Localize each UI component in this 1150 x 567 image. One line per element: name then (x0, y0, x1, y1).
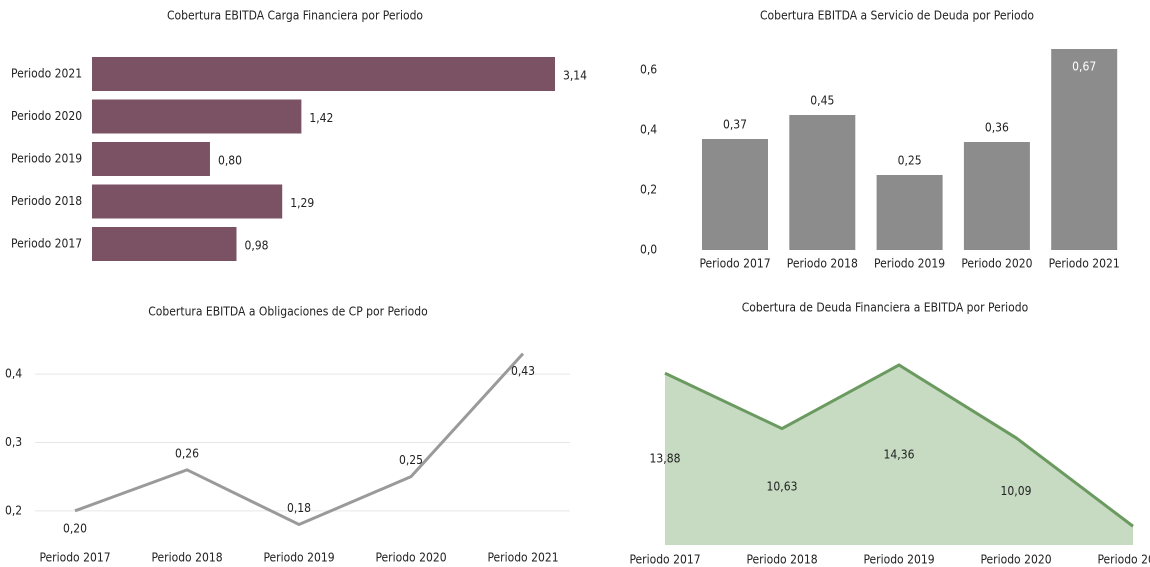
x-tick-label: Periodo 2018 (787, 257, 858, 271)
y-tick-label: Periodo 2021 (11, 67, 82, 81)
bar (1051, 49, 1118, 250)
x-tick-label: Periodo 2017 (699, 257, 770, 271)
data-label: 0,26 (175, 446, 199, 460)
data-label: 0,18 (287, 501, 311, 515)
chart-title: Cobertura EBITDA a Servicio de Deuda por… (760, 9, 1034, 23)
data-label: 0,20 (63, 521, 87, 535)
x-tick-label: Periodo 2018 (151, 551, 222, 565)
bar (963, 142, 1030, 250)
data-label: 0,37 (723, 118, 747, 132)
data-label: 0,43 (511, 364, 535, 378)
bar (92, 142, 210, 176)
data-label: 3,14 (563, 69, 587, 83)
chart-title: Cobertura de Deuda Financiera a EBITDA p… (742, 301, 1029, 315)
y-tick-label: 0,6 (640, 63, 657, 77)
data-label: 0,36 (985, 121, 1009, 135)
y-tick-label: Periodo 2018 (11, 194, 82, 208)
y-tick-label: 0,4 (640, 123, 657, 137)
bar (92, 57, 555, 91)
y-tick-label: 0,0 (640, 243, 657, 257)
data-label: 14,36 (884, 448, 915, 462)
x-tick-label: Periodo 2017 (629, 553, 700, 567)
chart-title: Cobertura EBITDA Carga Financiera por Pe… (167, 9, 423, 23)
x-tick-label: Periodo 2019 (874, 257, 945, 271)
y-tick-label: Periodo 2017 (11, 237, 82, 251)
data-label: 0,98 (245, 239, 269, 253)
data-label: 0,25 (399, 453, 423, 467)
data-label: 1,42 (309, 111, 333, 125)
bar (702, 139, 768, 250)
y-tick-label: Periodo 2019 (11, 152, 82, 166)
data-label: 10,63 (767, 479, 798, 493)
x-tick-label: Periodo 2020 (980, 553, 1051, 567)
x-tick-label: Periodo 2019 (263, 551, 334, 565)
x-tick-label: Periodo 2021 (487, 551, 558, 565)
chart-title: Cobertura EBITDA a Obligaciones de CP po… (148, 305, 428, 319)
y-tick-label: 0,2 (640, 183, 657, 197)
data-label: 0,45 (810, 94, 834, 108)
data-label: 0,67 (1072, 60, 1096, 74)
x-tick-label: Periodo 2020 (375, 551, 446, 565)
x-tick-label: Periodo 2019 (863, 553, 934, 567)
line (74, 352, 525, 527)
y-tick-label: 0,4 (5, 367, 22, 381)
x-tick-label: Periodo 2020 (961, 257, 1032, 271)
data-label: 10,09 (1001, 484, 1032, 498)
y-tick-label: Periodo 2020 (11, 109, 82, 123)
x-tick-label: Periodo 2017 (39, 551, 110, 565)
y-tick-label: 0,2 (5, 503, 22, 517)
bar (92, 99, 302, 134)
data-label: 1,29 (290, 196, 314, 210)
y-tick-label: 0,3 (5, 435, 22, 449)
x-tick-label: Periodo 2021 (1097, 553, 1150, 567)
bar (876, 175, 943, 250)
x-tick-label: Periodo 2021 (1049, 257, 1120, 271)
bar (789, 115, 856, 250)
data-label: 13,88 (650, 452, 681, 466)
bar (92, 227, 237, 261)
data-label: 0,25 (898, 154, 922, 168)
area (665, 365, 1133, 545)
data-label: 0,80 (218, 154, 242, 168)
x-tick-label: Periodo 2018 (746, 553, 817, 567)
bar (92, 184, 283, 219)
line (664, 363, 1134, 528)
